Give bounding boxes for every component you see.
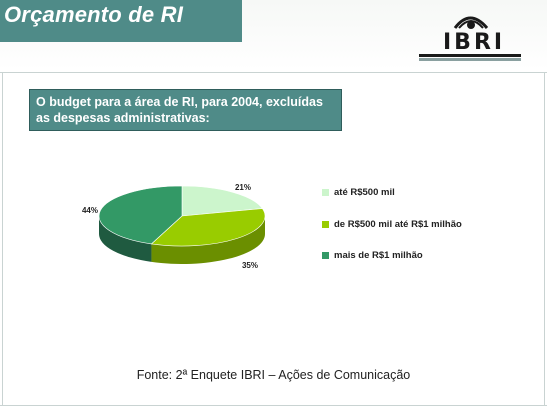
question-text: O budget para a área de RI, para 2004, e…: [36, 95, 323, 125]
question-box: O budget para a área de RI, para 2004, e…: [29, 89, 342, 131]
frame-top-line: [0, 72, 547, 73]
legend-label-0: até R$500 mil: [334, 187, 395, 198]
ibri-logo: IBRI: [415, 6, 525, 64]
pie-slice-1: [150, 208, 266, 247]
eye-icon: [453, 16, 489, 30]
pie-slice-2: [98, 185, 183, 245]
pie-side-2: [99, 216, 152, 262]
logo-text: IBRI: [443, 30, 506, 55]
data-label-1: 35%: [242, 261, 258, 270]
source-caption: Fonte: 2ª Enquete IBRI – Ações de Comuni…: [136, 368, 411, 382]
frame-right-line: [544, 72, 545, 406]
frame-bottom-line: [0, 405, 547, 406]
legend-swatch-1: [322, 221, 329, 228]
legend-label-1: de R$500 mil até R$1 milhão: [334, 219, 462, 230]
logo-rule: [419, 54, 521, 57]
frame-left-line: [2, 72, 3, 406]
legend-swatch-2: [322, 252, 329, 259]
pie-slice-0: [181, 185, 263, 217]
legend-swatch-0: [322, 189, 329, 196]
data-label-2: 44%: [82, 206, 98, 215]
logo-subtitle-bar: [419, 58, 521, 61]
page-title: Orçamento de RI: [4, 2, 184, 27]
data-label-0: 21%: [235, 183, 251, 192]
title-banner: Orçamento de RI: [0, 0, 242, 42]
pie-side-1: [151, 216, 265, 264]
legend-label-2: mais de R$1 milhão: [334, 250, 423, 261]
